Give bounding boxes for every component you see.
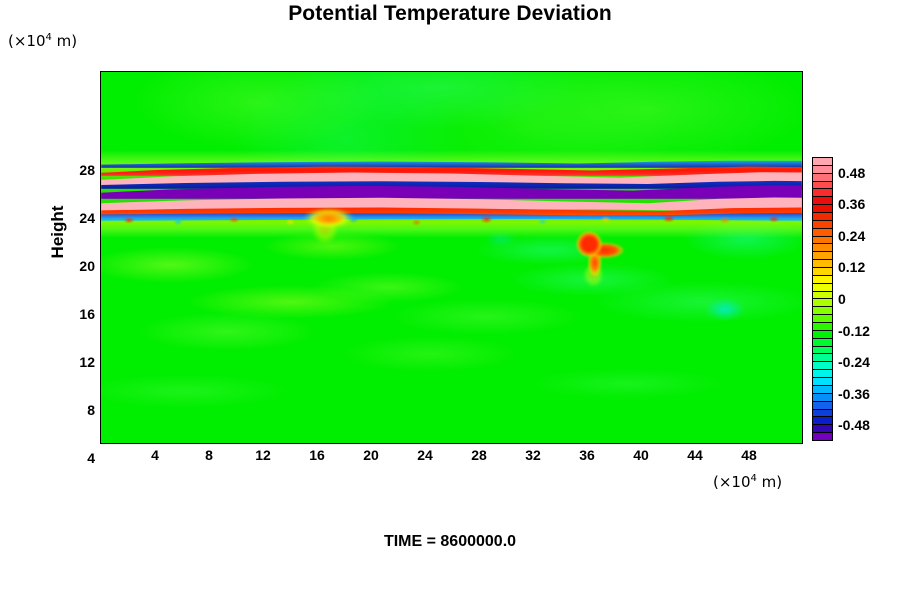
colorbar-band	[813, 213, 832, 221]
colorbar-band	[813, 307, 832, 316]
page-title: Potential Temperature Deviation	[288, 2, 612, 25]
ytick-24: 24	[79, 210, 95, 226]
colorbar-band	[813, 330, 832, 339]
colorbar-band	[813, 378, 832, 386]
band-cold-mid-blue	[101, 180, 802, 189]
xtick-48: 48	[741, 447, 757, 463]
colorbar-band	[813, 401, 832, 410]
xtick-28: 28	[471, 447, 487, 463]
colorbar-band	[813, 189, 832, 198]
colorbar-band	[813, 275, 832, 284]
xtick-44: 44	[687, 447, 703, 463]
warm-plume-left	[300, 203, 361, 244]
xtick-32: 32	[525, 447, 541, 463]
colorbar-band	[813, 338, 832, 347]
colorbar-band	[813, 260, 832, 269]
colorbar-tick-label: 0.24	[838, 227, 866, 244]
colorbar-band	[813, 268, 832, 276]
yaxis-ticks: 28 24 20 16 12 8 4	[50, 72, 95, 466]
plume-right-core	[563, 227, 634, 290]
colorbar-band	[813, 181, 832, 190]
band-cold-upper-streak	[101, 160, 802, 168]
ytick-12: 12	[79, 354, 95, 370]
colorbar-tick-label: -0.12	[838, 322, 870, 339]
colorbar-tick-label: 0.12	[838, 259, 866, 276]
band-warm-upper-red	[101, 166, 802, 176]
colorbar-band	[813, 173, 832, 182]
xtick-16: 16	[309, 447, 325, 463]
field-cool-patch	[101, 72, 802, 443]
colorbar-band	[813, 433, 832, 440]
xaxis-ticks: 4 8 12 16 20 24 28 32 36 40 44 48	[101, 447, 802, 471]
colorbar-band	[813, 244, 832, 253]
colorbar-band	[813, 299, 832, 308]
colorbar-band	[813, 283, 832, 292]
colorbar-band	[813, 385, 832, 394]
heatmap-plot-area	[101, 72, 802, 443]
colorbar-band	[813, 252, 832, 261]
band-warm-lower-red	[101, 207, 802, 218]
time-annotation: TIME = 8600000.0	[383, 533, 517, 550]
ytick-8: 8	[87, 402, 95, 418]
ytick-28: 28	[79, 162, 95, 178]
stratified-shear-layer	[101, 150, 802, 238]
xaxis-unit-label: (×104 m)	[713, 473, 783, 491]
colorbar-tick-label: 0	[838, 291, 846, 307]
yaxis-unit-label: (×104 m)	[8, 32, 78, 50]
colorbar-band	[813, 393, 832, 402]
colorbar-tick-label: -0.48	[838, 417, 870, 434]
colorbar-band	[813, 205, 832, 214]
plume-left-core	[300, 203, 361, 244]
colorbar-band	[813, 370, 832, 379]
colorbar-tick-label: -0.36	[838, 385, 870, 402]
xtick-40: 40	[633, 447, 649, 463]
xtick-20: 20	[363, 447, 379, 463]
colorbar-band	[813, 197, 832, 206]
colorbar-band	[813, 158, 832, 166]
xtick-4: 4	[151, 447, 159, 463]
colorbar-tick-label: 0.36	[838, 196, 866, 213]
xtick-12: 12	[255, 447, 271, 463]
colorbar-band	[813, 409, 832, 418]
xtick-36: 36	[579, 447, 595, 463]
colorbar-tick-label: 0.48	[838, 164, 866, 181]
ytick-20: 20	[79, 258, 95, 274]
colorbar-band	[813, 362, 832, 371]
colorbar-band	[813, 291, 832, 300]
colorbar-band	[813, 323, 832, 331]
colorbar-band	[813, 220, 832, 229]
colorbar-labels: 0.48 0.36 0.24 0.12 0 -0.12 -0.24 -0.36 -0.48	[838, 157, 898, 441]
colorbar-band	[813, 354, 832, 363]
colorbar-tick-label: -0.24	[838, 354, 870, 371]
colorbar-band	[813, 228, 832, 237]
xtick-8: 8	[205, 447, 213, 463]
warm-plume-right	[563, 227, 634, 290]
colorbar-band	[813, 346, 832, 355]
colorbar-band	[813, 425, 832, 434]
colorbar-band	[813, 165, 832, 174]
colorbar	[812, 157, 833, 441]
xtick-24: 24	[417, 447, 433, 463]
ytick-16: 16	[79, 306, 95, 322]
ytick-4: 4	[87, 450, 95, 466]
colorbar-band	[813, 236, 832, 245]
layer-billow-noise	[101, 216, 802, 230]
colorbar-band	[813, 417, 832, 426]
colorbar-band	[813, 315, 832, 324]
